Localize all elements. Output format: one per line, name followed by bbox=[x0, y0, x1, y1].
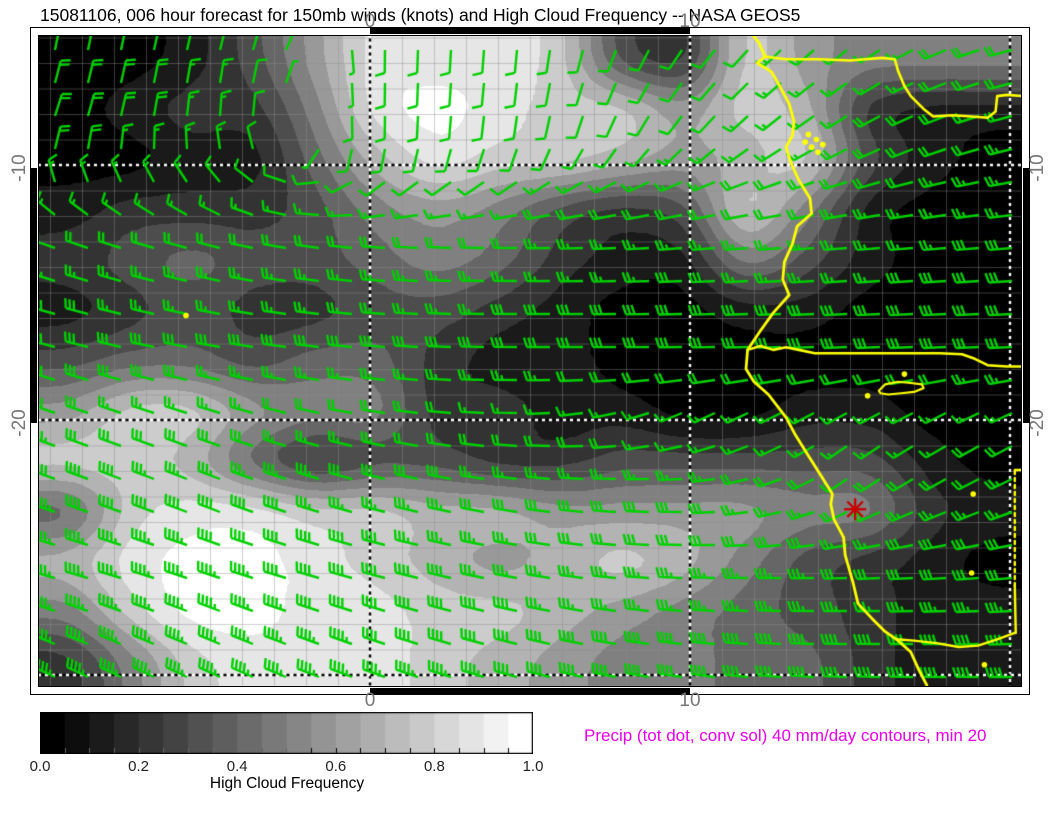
colorbar-canvas bbox=[40, 712, 533, 754]
precip-caption: Precip (tot dot, conv sol) 40 mm/day con… bbox=[584, 726, 987, 745]
x-axis-tick-bottom-10: 10 bbox=[679, 690, 701, 711]
colorbar-tick-10: 1.0 bbox=[522, 758, 544, 775]
y-axis-tick-left-n10: -10 bbox=[9, 154, 30, 182]
zebra-border-segment bbox=[370, 688, 690, 694]
map-plot-area bbox=[30, 27, 1030, 695]
zebra-border-segment bbox=[31, 168, 37, 423]
y-axis-tick-right-n20: -20 bbox=[1027, 409, 1048, 437]
colorbar-label: High Cloud Frequency bbox=[209, 775, 365, 792]
x-axis-tick-bottom-0: 0 bbox=[364, 690, 376, 711]
x-axis-tick-top-0: 0 bbox=[364, 11, 376, 32]
x-axis-tick-top-10: 10 bbox=[679, 11, 701, 32]
colorbar bbox=[40, 712, 533, 759]
colorbar-tick-02: 0.2 bbox=[128, 758, 150, 775]
zebra-border-segment bbox=[370, 28, 690, 34]
colorbar-tick-06: 0.6 bbox=[325, 758, 347, 775]
chart-title: 15081106, 006 hour forecast for 150mb wi… bbox=[40, 5, 801, 25]
colorbar-tick-04: 0.4 bbox=[226, 758, 248, 775]
colorbar-tick-08: 0.8 bbox=[423, 758, 445, 775]
map-canvas bbox=[38, 35, 1022, 687]
y-axis-tick-right-n10: -10 bbox=[1027, 154, 1048, 182]
colorbar-tick-0: 0.0 bbox=[29, 758, 51, 775]
y-axis-tick-left-n20: -20 bbox=[9, 409, 30, 437]
zebra-border-segment bbox=[1023, 168, 1029, 423]
